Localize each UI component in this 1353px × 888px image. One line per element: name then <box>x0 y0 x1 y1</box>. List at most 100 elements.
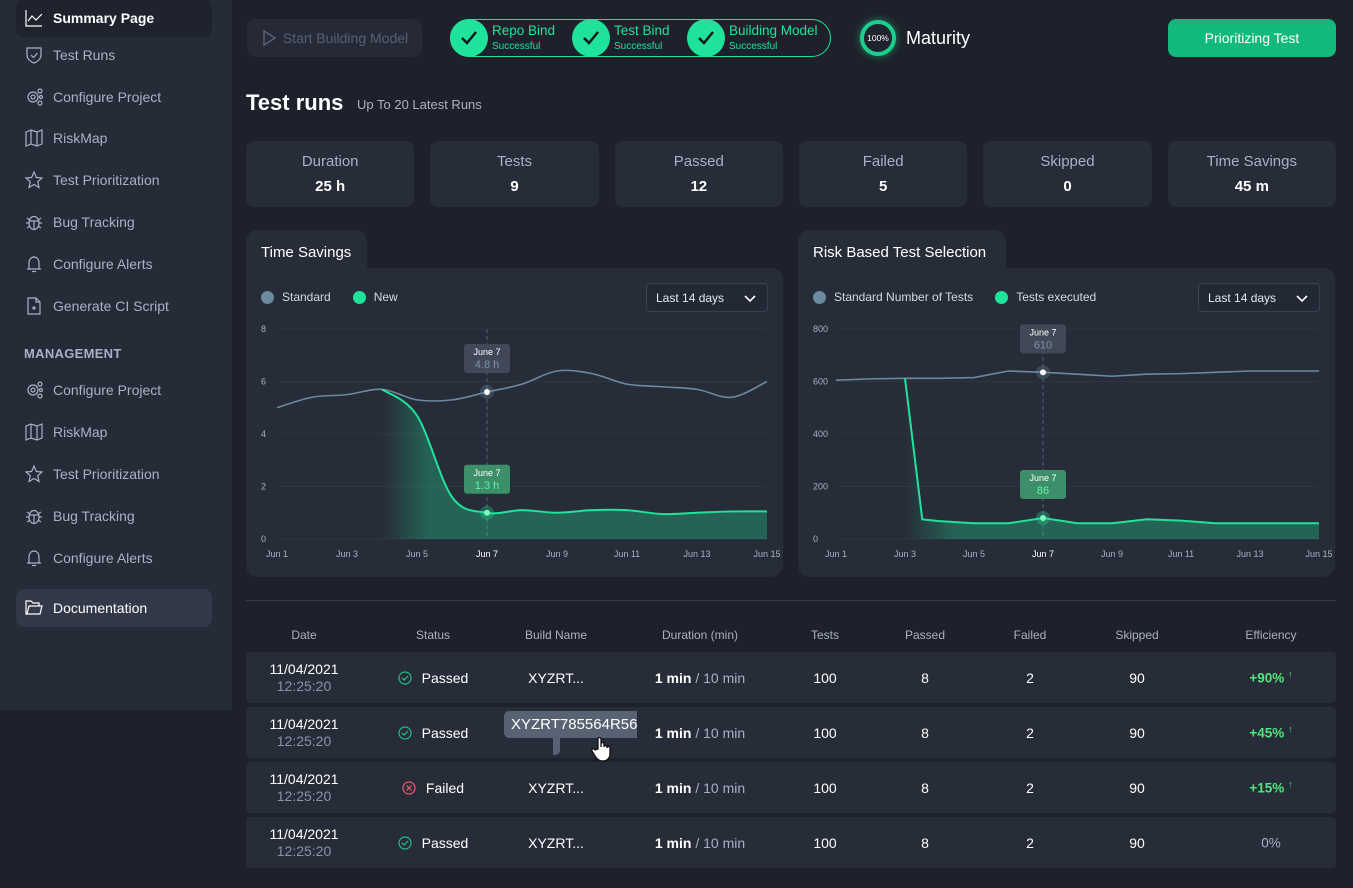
duration-total: / 10 min <box>695 834 746 851</box>
column-header[interactable]: Efficiency <box>1245 628 1297 642</box>
risk-based-test-selection-card: Risk Based Test Selection Standard Numbe… <box>798 230 1335 577</box>
hand-pointer-icon <box>591 736 611 762</box>
column-header[interactable]: Date <box>291 628 317 642</box>
build-name-text: XYZRT... <box>528 669 584 686</box>
passed-cell: 8 <box>921 669 929 686</box>
stat-label: Tests <box>496 153 532 170</box>
sidebar-item-label: Configure Alerts <box>53 550 153 566</box>
efficiency-cell: +90% ↑ <box>1206 669 1336 686</box>
build-cell: XYZRT... <box>504 835 608 851</box>
sidebar-item-label: Summary Page <box>53 10 155 26</box>
time-savings-card: Time Savings Standard New Last 14 days 0… <box>246 230 783 577</box>
build-cell: XYZRT... <box>504 780 608 796</box>
tooltip-value: 1.3 h <box>475 480 499 492</box>
range-select-value: Last 14 days <box>1208 290 1277 305</box>
column-header[interactable]: Failed <box>1013 628 1047 642</box>
skipped-cell: 90 <box>1129 724 1145 741</box>
prioritizing-test-button[interactable]: Prioritizing Test <box>1168 19 1336 57</box>
failed-cell: 2 <box>1026 834 1034 851</box>
x-tick-label: Jun 9 <box>1101 549 1123 559</box>
start-building-model-button[interactable]: Start Building Model <box>247 19 422 57</box>
x-tick-label: Jun 7 <box>1032 549 1054 559</box>
stat-value: 25 h <box>315 178 346 195</box>
x-tick-label: Jun 15 <box>1305 549 1332 559</box>
range-select[interactable]: Last 14 days <box>1198 283 1320 312</box>
divider <box>246 600 1336 601</box>
sidebar-item-generate-ci-script[interactable]: Generate CI Script <box>16 287 212 325</box>
build-name[interactable]: XYZRT... <box>528 670 584 686</box>
column-header[interactable]: Duration (min) <box>661 628 739 642</box>
tests-cell: 100 <box>813 779 837 796</box>
efficiency: 0% <box>1261 835 1281 851</box>
legend-standard[interactable]: Standard <box>261 290 331 304</box>
legend-standard-number[interactable]: Standard Number of Tests <box>813 290 973 304</box>
column-header[interactable]: Status <box>415 628 451 642</box>
table-row[interactable]: 11/04/2021 12:25:20 Passed XYZRT... 1 min… <box>246 817 1336 868</box>
skipped-cell: 90 <box>1129 779 1145 796</box>
table-row[interactable]: 11/04/2021 12:25:20 Passed XYZRT785564R56… <box>246 707 1336 762</box>
check-circle-icon <box>398 725 412 740</box>
build-name[interactable]: XYZRT785564R56 <box>504 710 638 762</box>
time: 12:25:20 <box>276 677 332 694</box>
sidebar-item-configure-project[interactable]: Configure Project <box>16 78 212 116</box>
skipped-cell: 90 <box>1129 669 1145 686</box>
step-status: Successful <box>614 40 663 52</box>
star-icon <box>24 170 44 189</box>
sidebar-item-label: Test Prioritization <box>53 466 160 482</box>
sidebar-item-label: Test Prioritization <box>53 172 160 188</box>
column-header[interactable]: Skipped <box>1115 628 1159 642</box>
stat-card-passed: Passed 12 <box>614 141 783 207</box>
hover-point[interactable] <box>1040 515 1046 521</box>
sidebar-item-documentation[interactable]: Documentation <box>16 589 212 627</box>
efficiency: +15% <box>1249 780 1285 796</box>
tests-cell: 100 <box>813 834 837 851</box>
y-tick-label: 800 <box>813 324 828 334</box>
hover-point[interactable] <box>484 509 490 516</box>
sidebar-item-test-prioritization[interactable]: Test Prioritization <box>16 455 212 493</box>
stat-card-failed: Failed 5 <box>798 141 968 207</box>
status-cell: Failed <box>362 780 504 796</box>
legend-dot <box>995 290 1009 304</box>
build-name[interactable]: XYZRT... <box>528 780 584 796</box>
table-header: Date Status Build Name Duration (min) Tests P… <box>246 628 1336 642</box>
sidebar-item-test-prioritization[interactable]: Test Prioritization <box>16 161 212 199</box>
time: 12:25:20 <box>276 842 332 859</box>
sidebar-item-riskmap[interactable]: RiskMap <box>16 119 212 157</box>
legend-new[interactable]: New <box>352 290 398 304</box>
legend-label: Standard <box>282 290 331 304</box>
duration-cell: 1 min / 10 min <box>608 835 792 851</box>
stat-label: Failed <box>862 153 904 170</box>
sidebar-item-test-runs[interactable]: Test Runs <box>16 36 212 74</box>
sidebar-item-configure-alerts[interactable]: Configure Alerts <box>16 539 212 577</box>
sidebar-item-label: Documentation <box>53 600 148 616</box>
time: 12:25:20 <box>276 787 332 804</box>
step-status: Successful <box>492 40 541 52</box>
column-header[interactable]: Passed <box>904 628 946 642</box>
hover-point[interactable] <box>1040 369 1046 376</box>
failed-cell: 2 <box>1026 724 1034 741</box>
sidebar-item-configure-project[interactable]: Configure Project <box>16 371 212 409</box>
table-row[interactable]: 11/04/2021 12:25:20 Failed XYZRT... 1 min… <box>246 762 1336 813</box>
sidebar-item-bug-tracking[interactable]: Bug Tracking <box>16 203 212 241</box>
status-text: Failed <box>425 779 465 796</box>
page-title: Test runs <box>246 90 344 115</box>
y-tick-label: 6 <box>261 377 266 387</box>
table-row[interactable]: 11/04/2021 12:25:20 Passed XYZRT... 1 min… <box>246 652 1336 703</box>
chevron-down-icon <box>1296 295 1308 303</box>
hover-point[interactable] <box>484 389 490 395</box>
sidebar-item-configure-alerts[interactable]: Configure Alerts <box>16 245 212 283</box>
column-header[interactable]: Tests <box>810 628 839 642</box>
stat-label: Skipped <box>1040 153 1095 170</box>
stat-card-tests: Tests 9 <box>430 141 599 207</box>
legend-label: Tests executed <box>1016 290 1097 304</box>
legend-label: Standard Number of Tests <box>834 290 974 304</box>
sidebar-item-riskmap[interactable]: RiskMap <box>16 413 212 451</box>
build-name[interactable]: XYZRT... <box>528 835 584 851</box>
column-header[interactable]: Build Name <box>524 628 588 642</box>
sidebar-item-bug-tracking[interactable]: Bug Tracking <box>16 497 212 535</box>
failed-cell: 2 <box>1026 779 1034 796</box>
legend-tests-executed[interactable]: Tests executed <box>995 290 1096 304</box>
sidebar-item-summary-page[interactable]: Summary Page <box>16 0 212 37</box>
bell-icon <box>27 256 41 273</box>
range-select[interactable]: Last 14 days <box>646 283 768 312</box>
